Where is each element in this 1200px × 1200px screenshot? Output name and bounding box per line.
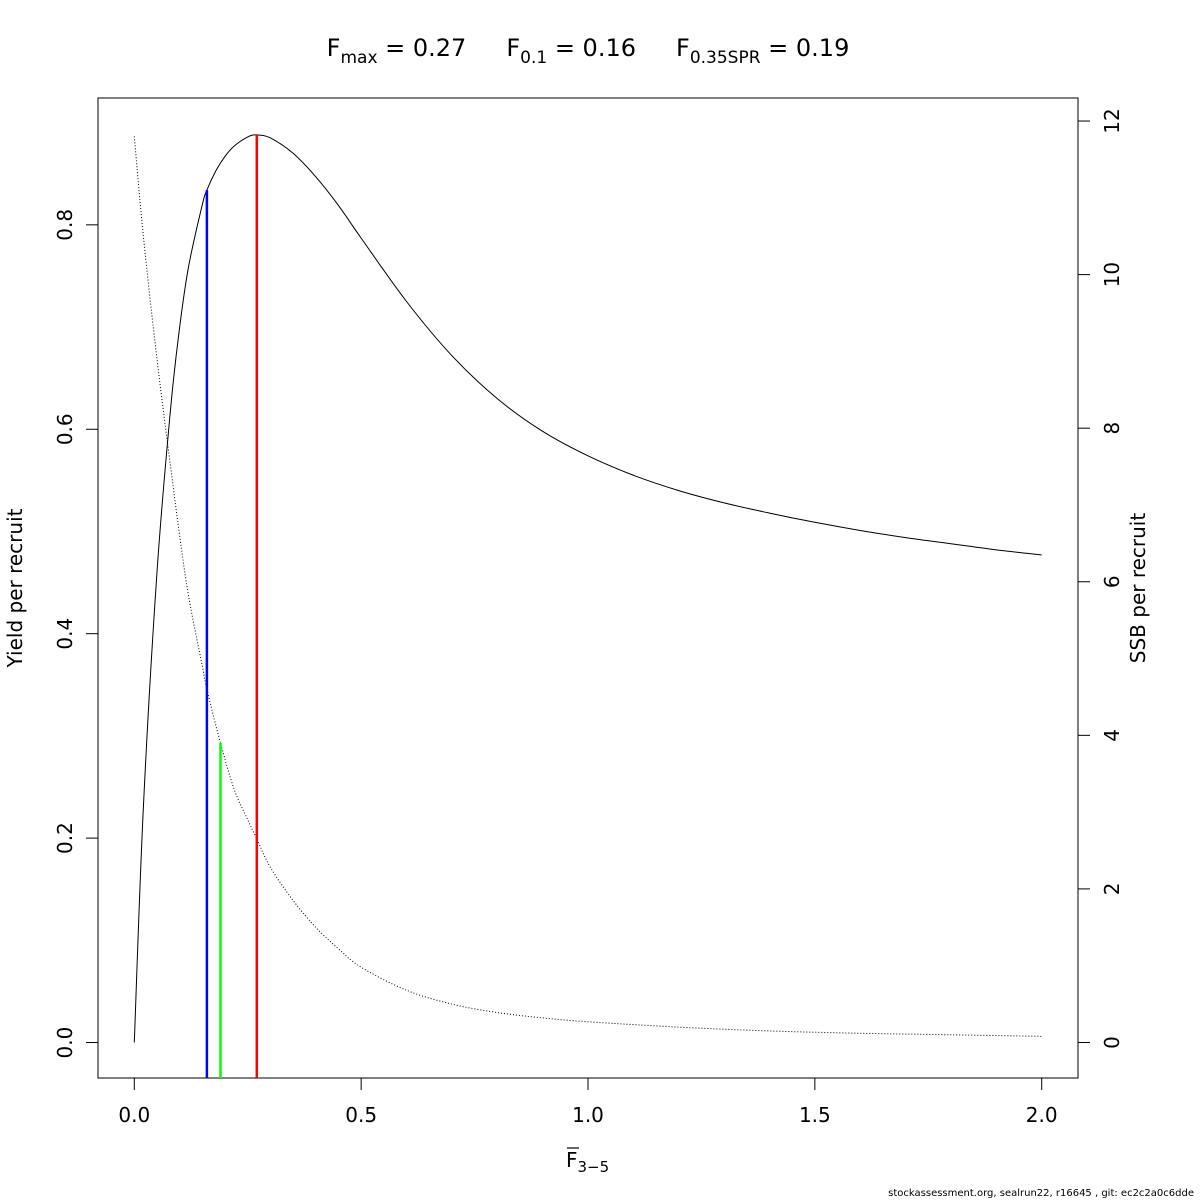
- svg-text:F3−5: F3−5: [566, 1148, 609, 1176]
- title-fmax-main: F: [327, 34, 341, 62]
- y-left-tick-label: 0.6: [53, 413, 77, 445]
- plot-frame: [97, 97, 1079, 1079]
- y-left-tick-label: 0.2: [53, 822, 77, 854]
- x-tick-label: 2.0: [1026, 1103, 1058, 1127]
- title-f01-value: = 0.16: [547, 34, 636, 62]
- x-axis-title-sub: 3−5: [578, 1158, 610, 1176]
- y-left-tick-label: 0.8: [53, 209, 77, 241]
- series-layer: [133, 134, 1042, 1043]
- footer-source: stockassessment.org, sealrun22, r16645 ,…: [888, 1188, 1194, 1199]
- x-tick-label: 1.0: [572, 1103, 604, 1127]
- title-fmax-sub: max: [340, 48, 377, 68]
- y-right-tick-label: 0: [1100, 1036, 1124, 1049]
- y-right-tick-label: 6: [1100, 575, 1124, 588]
- y-left-tick-label: 0.0: [53, 1027, 77, 1059]
- x-tick-label: 1.5: [799, 1103, 831, 1127]
- title-fspr-value: = 0.19: [761, 34, 850, 62]
- x-axis-title: F3−5: [566, 1147, 609, 1176]
- y-axis-right-title: SSB per recruit: [1126, 513, 1150, 664]
- yield-per-recruit-line: [133, 134, 1042, 1043]
- title-fspr-main: F: [676, 34, 690, 62]
- ssb-per-recruit-line: [133, 136, 1042, 1037]
- y-axis-right: 0 2 4 6 8 10 12: [1078, 108, 1124, 1049]
- x-axis-title-main: F: [566, 1148, 578, 1172]
- title-f01-sub: 0.1: [520, 48, 547, 68]
- title-f01-main: F: [506, 34, 520, 62]
- y-left-tick-label: 0.4: [53, 618, 77, 650]
- x-axis: 0.0 0.5 1.0 1.5 2.0: [118, 1077, 1058, 1127]
- chart-title: Fmax = 0.27 F0.1 = 0.16 F0.35SPR = 0.19: [327, 34, 850, 68]
- y-right-tick-label: 12: [1100, 108, 1124, 133]
- title-fspr-sub: 0.35SPR: [690, 48, 761, 68]
- y-right-tick-label: 10: [1100, 262, 1124, 287]
- x-tick-label: 0.5: [345, 1103, 377, 1127]
- y-axis-left-title: Yield per recruit: [3, 508, 27, 668]
- y-right-tick-label: 8: [1100, 422, 1124, 435]
- y-right-tick-label: 2: [1100, 883, 1124, 896]
- reference-lines: [205, 134, 259, 1078]
- y-right-tick-label: 4: [1100, 729, 1124, 742]
- x-tick-label: 0.0: [118, 1103, 150, 1127]
- title-fmax-value: = 0.27: [378, 34, 467, 62]
- y-axis-left: 0.0 0.2 0.4 0.6 0.8: [53, 209, 98, 1059]
